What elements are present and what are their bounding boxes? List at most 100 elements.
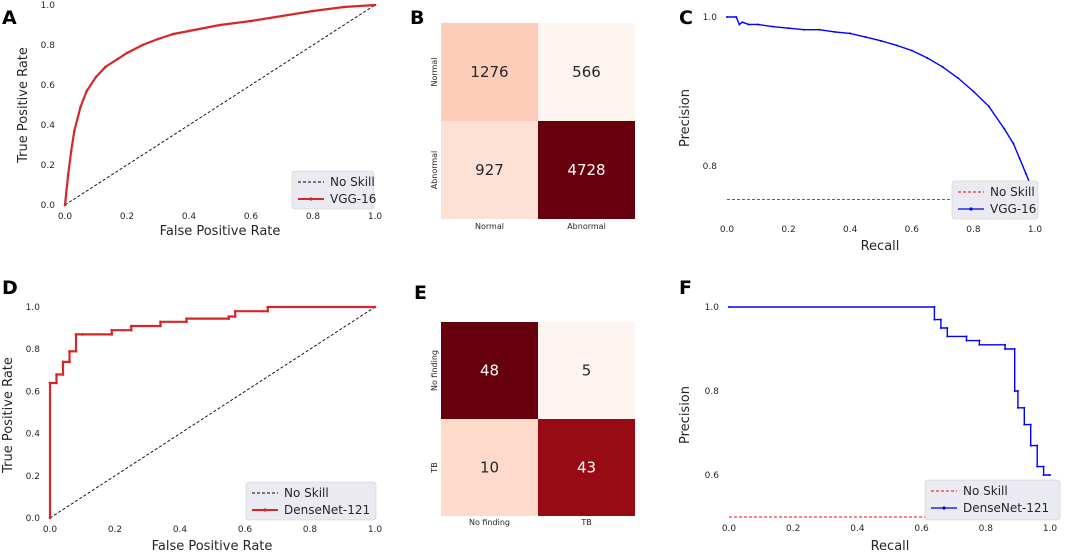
- heatmap-col-label: No finding: [469, 518, 510, 527]
- curve-point: [61, 373, 65, 376]
- curve-point: [833, 30, 836, 33]
- heatmap-cell: [441, 121, 538, 219]
- curve-point: [818, 28, 821, 31]
- heatmap-cell: [441, 322, 538, 419]
- legend-box: [924, 479, 1061, 521]
- confusion-matrix-vgg16: 1276 566 927 4728 Normal Abnormal Normal Abnorm…: [430, 23, 635, 231]
- x-tick-label: 0.8: [303, 525, 318, 535]
- curve-point: [726, 16, 728, 18]
- heatmap-row-label: Abnormal: [430, 151, 439, 190]
- x-axis-label: False Positive Rate: [160, 224, 281, 239]
- curve-point: [187, 29, 191, 33]
- heatmap-row-label: TB: [430, 462, 439, 473]
- legend-label-noskill: No Skill: [284, 486, 329, 500]
- curve-point: [125, 51, 129, 55]
- curve-point: [61, 360, 65, 364]
- y-tick-label: 0.6: [41, 81, 56, 91]
- curve-point: [55, 381, 58, 385]
- curve-point: [1018, 157, 1021, 160]
- heatmap-cell-value: 5: [582, 362, 592, 380]
- curve-point: [1024, 172, 1027, 175]
- heatmap-col-label: Abnormal: [567, 222, 606, 231]
- curve-point: [227, 315, 231, 318]
- curve-point: [1042, 465, 1045, 468]
- legend-label-model: VGG-16: [330, 192, 376, 206]
- curve-point: [342, 5, 346, 9]
- y-tick-label: 0.8: [41, 41, 56, 51]
- x-tick-label: 0.8: [979, 524, 994, 534]
- curve-point: [55, 373, 58, 376]
- x-tick-label: 0.6: [244, 212, 259, 222]
- pr-chart-densenet121: 0.0 0.2 0.4 0.6 0.8 1.0 0.6 0.8 1.0 Recall Precisi…: [678, 303, 1061, 554]
- y-tick-label: 0.0: [41, 201, 56, 211]
- curve-point: [939, 327, 942, 329]
- legend-marker-point: [969, 207, 973, 211]
- curve-point: [66, 173, 70, 177]
- curve-point: [233, 315, 237, 318]
- curve-point: [63, 203, 67, 207]
- curve-point: [849, 32, 852, 35]
- curve-point: [880, 39, 882, 42]
- curve-point: [1042, 474, 1045, 476]
- curve-point: [156, 37, 160, 41]
- no-skill-line: [64, 4, 376, 206]
- panel-label-b: B: [410, 7, 424, 29]
- pr-chart-vgg16: 0.0 0.2 0.4 0.6 0.8 1.0 0.8 1.0 Recall Precision N…: [678, 13, 1042, 254]
- curve-point: [1016, 390, 1019, 392]
- curve-point: [73, 129, 76, 133]
- curve-point: [787, 27, 790, 30]
- curve-point: [266, 309, 270, 313]
- curve-point: [1004, 343, 1007, 346]
- curve-point: [738, 23, 741, 26]
- curve-point: [1023, 406, 1026, 409]
- heatmap-col-label: TB: [580, 518, 591, 527]
- x-tick-label: 0.0: [720, 225, 735, 235]
- curve-point: [311, 9, 315, 13]
- roc-chart-densenet121: 0.0 0.2 0.4 0.6 0.8 1.0 0.0 0.2 0.4 0.6 0.8 1.0 Fals…: [1, 303, 382, 554]
- x-tick-label: 0.4: [843, 225, 858, 235]
- heatmap-row-label: Normal: [430, 58, 439, 87]
- curve-point: [129, 324, 133, 328]
- x-tick-label: 1.0: [368, 525, 383, 535]
- curve-point: [373, 305, 377, 309]
- curve-point: [110, 333, 114, 336]
- curve-point: [978, 339, 981, 342]
- curve-point: [1023, 423, 1026, 426]
- x-tick-label: 0.2: [786, 524, 800, 534]
- heatmap-cell: [441, 23, 538, 121]
- y-tick-label: 0.4: [26, 430, 41, 440]
- panel-label-e: E: [414, 282, 427, 304]
- heatmap-cell-value: 566: [572, 63, 601, 81]
- curve-point: [1013, 390, 1016, 392]
- y-tick-label: 0.0: [26, 514, 41, 524]
- heatmap-cell-value: 927: [475, 161, 504, 179]
- legend-label-model: DenseNet-121: [963, 501, 1049, 515]
- curve-point: [965, 339, 968, 342]
- y-tick-label: 0.8: [703, 162, 718, 172]
- curve-point: [946, 335, 949, 338]
- curve-point: [266, 305, 270, 309]
- curve-point: [1013, 348, 1016, 350]
- y-tick-label: 0.8: [705, 387, 720, 397]
- x-tick-label: 0.0: [43, 525, 58, 535]
- x-tick-label: 0.0: [722, 524, 737, 534]
- legend-label-noskill: No Skill: [330, 175, 375, 189]
- x-tick-label: 0.0: [58, 212, 73, 222]
- y-axis-label: True Positive Rate: [16, 47, 31, 164]
- curve-point: [48, 516, 52, 520]
- model-curve: [727, 16, 1033, 189]
- curve-point: [373, 3, 377, 7]
- y-tick-label: 0.4: [41, 121, 56, 131]
- legend-label-noskill: No Skill: [990, 185, 1035, 199]
- x-tick-label: 0.6: [914, 524, 929, 534]
- panel-label-c: C: [679, 7, 693, 29]
- curve-point: [910, 49, 913, 52]
- curve-point: [1049, 474, 1051, 476]
- curve-point: [1029, 423, 1032, 426]
- y-tick-label: 0.2: [41, 161, 55, 171]
- curve-point: [933, 318, 936, 321]
- y-tick-label: 0.8: [26, 345, 41, 355]
- x-axis-label: Recall: [871, 539, 910, 554]
- curve-point: [926, 56, 929, 59]
- curve-point: [1004, 348, 1007, 350]
